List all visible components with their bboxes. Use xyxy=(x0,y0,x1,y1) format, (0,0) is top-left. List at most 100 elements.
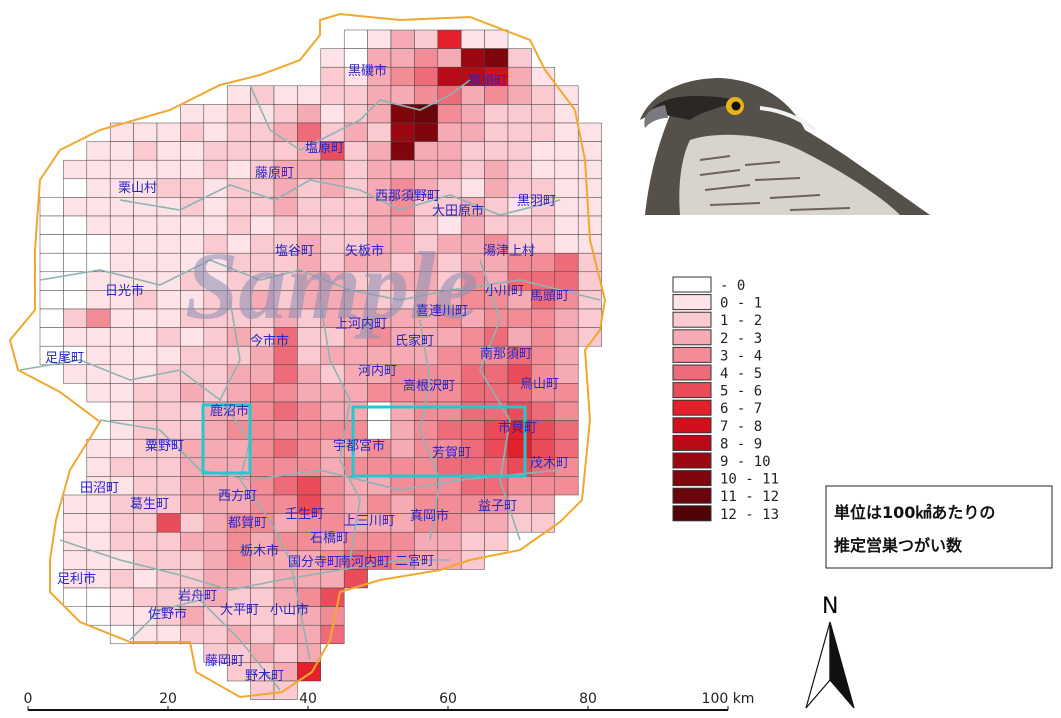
grid-cell xyxy=(180,123,203,142)
grid-cell xyxy=(297,383,320,402)
legend-label: 11 - 12 xyxy=(720,489,779,505)
grid-cell xyxy=(368,142,391,161)
grid-cell xyxy=(321,104,344,123)
grid-cell xyxy=(134,346,157,365)
town-label: 都賀町 xyxy=(228,516,267,531)
grid-cell xyxy=(555,421,578,440)
grid-cell xyxy=(157,142,180,161)
grid-cell xyxy=(297,365,320,384)
grid-cell xyxy=(251,458,274,477)
grid-cell xyxy=(414,30,437,49)
grid-cell xyxy=(555,476,578,495)
grid-cell xyxy=(555,272,578,291)
grid-cell xyxy=(508,123,531,142)
town-label: 益子町 xyxy=(478,499,517,514)
grid-cell xyxy=(251,383,274,402)
grid-cell xyxy=(63,495,86,514)
town-label: 野木町 xyxy=(245,669,284,684)
grid-cell xyxy=(438,346,461,365)
grid-cell xyxy=(227,383,250,402)
grid-cell xyxy=(485,160,508,179)
grid-cell xyxy=(63,235,86,254)
town-label: 上三川町 xyxy=(343,514,395,529)
town-label: 西方町 xyxy=(218,488,257,504)
legend-label: 0 - 1 xyxy=(720,296,762,312)
grid-cell xyxy=(555,235,578,254)
grid-cell xyxy=(110,607,133,626)
grid-cell xyxy=(157,514,180,533)
grid-cell xyxy=(157,160,180,179)
grid-cell xyxy=(368,476,391,495)
grid-cell xyxy=(321,49,344,68)
grid-cell xyxy=(485,514,508,533)
grid-cell xyxy=(134,458,157,477)
grid-cell xyxy=(110,532,133,551)
legend-label: 10 - 11 xyxy=(720,472,779,488)
grid-cell xyxy=(63,160,86,179)
grid-cell xyxy=(321,476,344,495)
grid-cell xyxy=(555,439,578,458)
town-label: 小川町 xyxy=(485,284,524,299)
grid-cell xyxy=(297,197,320,216)
legend-label: 4 - 5 xyxy=(720,366,762,382)
grid-cell xyxy=(368,346,391,365)
grid-cell xyxy=(110,458,133,477)
town-label: 喜連川町 xyxy=(416,304,468,319)
grid-cell xyxy=(414,532,437,551)
town-label: 佐野市 xyxy=(148,606,187,622)
grid-cell xyxy=(227,86,250,105)
town-label: 真岡市 xyxy=(410,508,449,524)
grid-cell xyxy=(485,142,508,161)
grid-cell xyxy=(274,365,297,384)
grid-cell xyxy=(180,476,203,495)
town-label: 栗山村 xyxy=(118,181,157,196)
grid-cell xyxy=(87,458,110,477)
grid-cell xyxy=(461,532,484,551)
grid-cell xyxy=(438,49,461,68)
grid-cell xyxy=(508,49,531,68)
grid-cell xyxy=(274,383,297,402)
grid-cell xyxy=(555,142,578,161)
grid-cell xyxy=(180,142,203,161)
grid-cell xyxy=(251,142,274,161)
legend-swatch xyxy=(673,418,711,433)
grid-cell xyxy=(297,160,320,179)
grid-cell xyxy=(297,458,320,477)
grid-cell xyxy=(134,476,157,495)
grid-cell xyxy=(508,476,531,495)
grid-cell xyxy=(391,160,414,179)
grid-cell xyxy=(87,235,110,254)
grid-cell xyxy=(368,160,391,179)
grid-cell xyxy=(344,421,367,440)
grid-cell xyxy=(344,197,367,216)
grid-cell xyxy=(485,532,508,551)
grid-cell xyxy=(180,160,203,179)
north-label: N xyxy=(822,594,838,619)
town-label: 今市市 xyxy=(250,333,289,349)
grid-cell xyxy=(531,495,554,514)
grid-cell xyxy=(344,86,367,105)
grid-cell xyxy=(391,476,414,495)
grid-cell xyxy=(461,30,484,49)
grid-cell xyxy=(180,104,203,123)
grid-cell xyxy=(251,402,274,421)
grid-cell xyxy=(134,588,157,607)
scale-label: 40 xyxy=(299,691,317,707)
grid-cell xyxy=(485,458,508,477)
grid-cell xyxy=(110,439,133,458)
grid-cell xyxy=(508,402,531,421)
town-label: 那須町 xyxy=(468,74,507,89)
grid-cell xyxy=(110,588,133,607)
grid-cell xyxy=(110,309,133,328)
grid-cell xyxy=(87,179,110,198)
grid-cell xyxy=(274,123,297,142)
town-label: 烏山町 xyxy=(520,376,559,392)
town-label: 日光市 xyxy=(105,283,144,299)
grid-cell xyxy=(274,402,297,421)
grid-cell xyxy=(110,235,133,254)
legend-swatch xyxy=(673,383,711,398)
grid-cell xyxy=(110,569,133,588)
grid-cell xyxy=(204,514,227,533)
town-label: 塩谷町 xyxy=(275,244,314,259)
